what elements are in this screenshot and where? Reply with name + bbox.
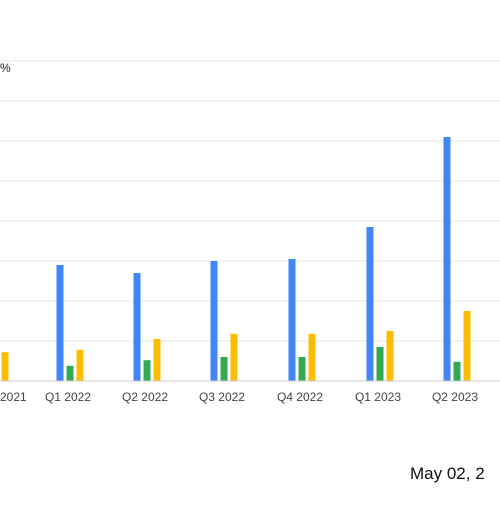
bar-series-3-q3-2022 xyxy=(230,333,238,381)
x-tick-label: 2021 xyxy=(0,390,27,404)
x-tick-label: Q2 2023 xyxy=(432,390,478,404)
bar-series-3-q1-2022 xyxy=(76,349,84,381)
bar-series-3-q2-2023 xyxy=(463,311,471,381)
bar-series-2-q1-2022 xyxy=(66,365,74,381)
bar-series-3-q4-2021 xyxy=(1,352,9,381)
bar-series-2-q3-2022 xyxy=(220,357,228,381)
bars xyxy=(1,137,471,381)
bar-series-2-q1-2023 xyxy=(376,347,384,381)
x-tick-label: Q2 2022 xyxy=(122,390,168,404)
bar-series-2-q4-2022 xyxy=(298,357,306,381)
bar-series-1-q2-2023 xyxy=(443,137,451,381)
bar-series-3-q2-2022 xyxy=(153,339,161,381)
x-tick-label: Q4 2022 xyxy=(277,390,323,404)
bar-series-1-q1-2023 xyxy=(366,227,374,381)
bar-series-3-q4-2022 xyxy=(308,333,316,381)
bar-series-3-q1-2023 xyxy=(386,331,394,381)
x-tick-label: Q1 2023 xyxy=(355,390,401,404)
x-tick-label: Q3 2022 xyxy=(199,390,245,404)
x-tick-label: Q1 2022 xyxy=(45,390,91,404)
bar-series-1-q2-2022 xyxy=(133,273,141,381)
bar-series-2-q2-2022 xyxy=(143,360,151,381)
bar-series-1-q3-2022 xyxy=(210,261,218,381)
x-tick-labels: 2021 Q1 2022 Q2 2022 Q3 2022 Q4 2022 Q1 2023 Q… xyxy=(0,390,478,404)
bar-series-1-q1-2022 xyxy=(56,265,64,381)
bar-series-2-q2-2023 xyxy=(453,361,461,381)
bar-series-1-q4-2022 xyxy=(288,259,296,381)
date-stamp: May 02, 2 xyxy=(410,464,485,483)
gridlines xyxy=(0,60,500,342)
axis-unit-label: % xyxy=(0,61,11,75)
